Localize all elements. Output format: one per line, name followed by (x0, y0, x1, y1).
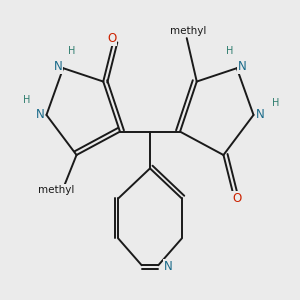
Text: methyl: methyl (38, 185, 75, 195)
Text: H: H (68, 46, 75, 56)
Text: N: N (238, 60, 246, 73)
Text: O: O (107, 32, 116, 45)
Text: H: H (23, 95, 30, 105)
Text: H: H (226, 46, 234, 56)
Text: N: N (35, 108, 44, 122)
Text: H: H (272, 98, 279, 108)
Text: N: N (54, 60, 62, 73)
Text: N: N (164, 260, 173, 273)
Text: O: O (232, 192, 242, 205)
Text: methyl: methyl (170, 26, 207, 36)
Text: N: N (256, 108, 265, 122)
